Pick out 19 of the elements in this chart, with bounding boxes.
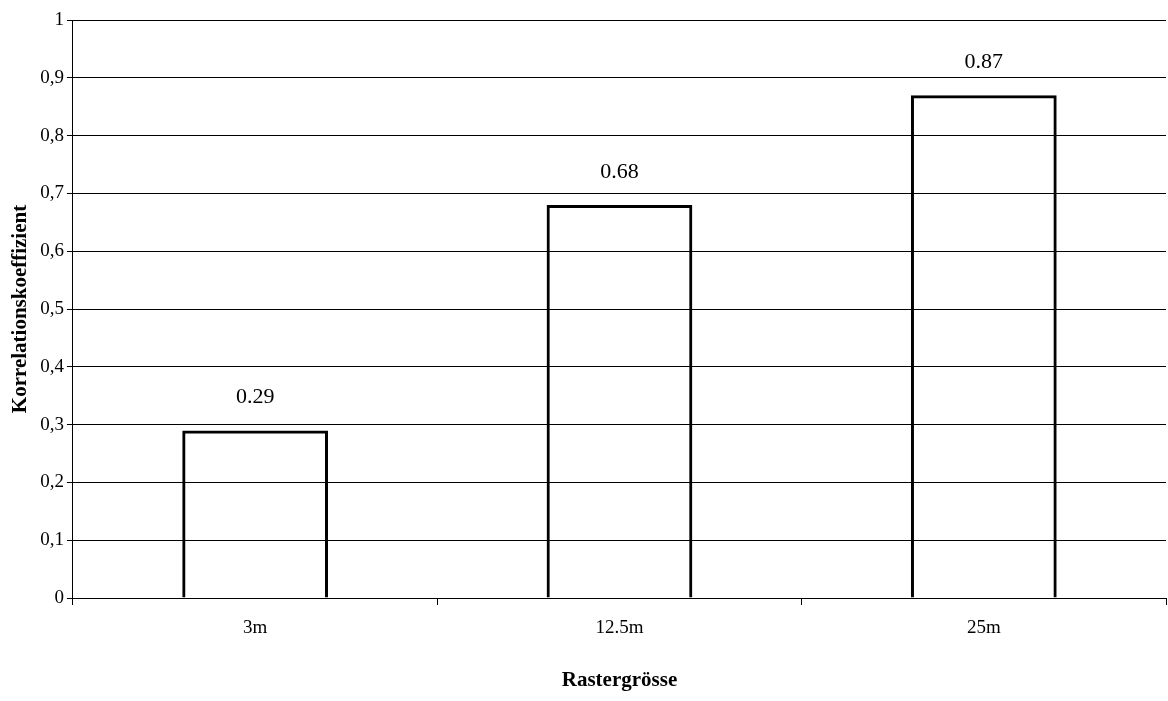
x-axis-title: Rastergrösse xyxy=(561,666,678,691)
x-tick-label: 12.5m xyxy=(595,616,644,638)
y-tick-label: 1 xyxy=(54,7,64,29)
y-tick-label: 0,6 xyxy=(40,239,64,261)
y-tick-label: 0,9 xyxy=(40,65,64,87)
x-tick-label: 25m xyxy=(966,616,1001,638)
y-tick-label: 0,7 xyxy=(40,181,64,203)
y-tick-label: 0,4 xyxy=(40,354,65,376)
data-label: 0.68 xyxy=(600,157,639,183)
y-tick-label: 0,2 xyxy=(40,470,64,492)
y-tick-label: 0,5 xyxy=(40,296,64,318)
y-tick-label: 0,3 xyxy=(40,412,64,434)
y-axis-title: Korrelationskoeffizient xyxy=(7,204,32,414)
x-tick-label: 3m xyxy=(242,616,268,638)
data-label: 0.29 xyxy=(235,383,275,409)
y-tick-label: 0,8 xyxy=(40,123,64,145)
data-label: 0.87 xyxy=(964,47,1004,73)
y-tick-label: 0 xyxy=(54,585,64,607)
y-tick-label: 0,1 xyxy=(40,528,64,550)
